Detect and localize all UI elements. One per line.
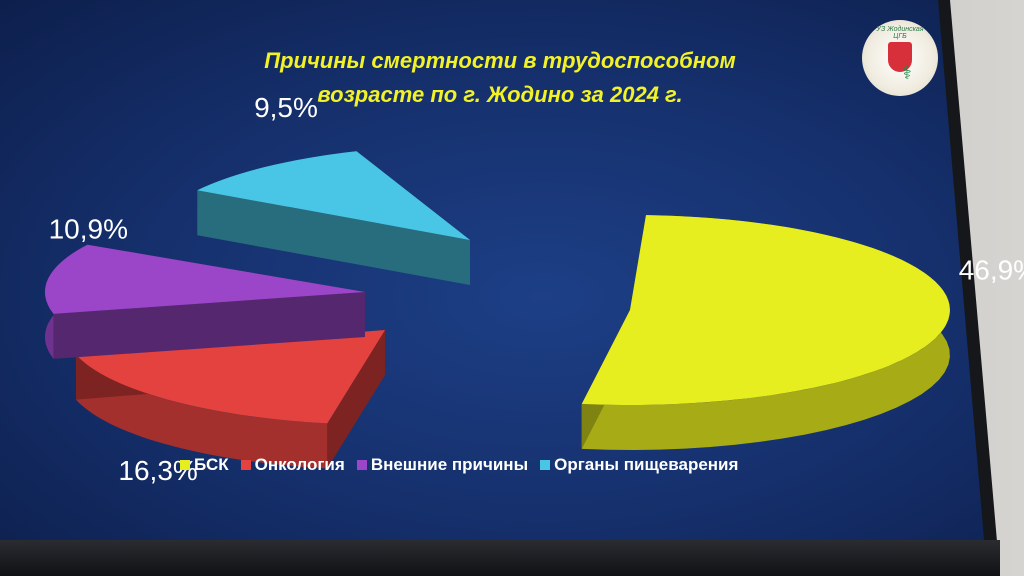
pie-slice [44,244,366,359]
pie-slice [197,151,470,285]
legend-swatch [356,460,367,470]
caduceus-icon: ⚕ [902,63,912,83]
slice-value-label: 9,5% [254,92,318,123]
slide-title: Причины смертности в трудоспособном возр… [200,44,800,112]
legend-label: Органы пищеварения [554,455,739,474]
monitor-bezel [0,540,1000,576]
shield-icon [888,42,912,72]
legend-item: Онкология [240,455,345,475]
legend-swatch [240,460,251,470]
slice-value-label: 10,9% [49,213,128,244]
slice-value-label: 46,9% [959,255,1024,286]
legend-swatch [180,460,190,470]
pie-slices [44,151,950,469]
slice-value-label: 16,3% [118,455,197,486]
legend-item: Внешние причины [356,455,529,475]
hospital-logo: УЗ Жодинская ЦГБ ⚕ [862,20,938,96]
legend-label: Онкология [254,455,345,474]
legend-item: Органы пищеварения [540,455,738,475]
legend-swatch [540,460,551,470]
chart-legend: БСК Онкология Внешние причины Органы пищ… [180,455,738,475]
pie-slice [581,215,950,450]
title-line-2: возрасте по г. Жодино за 2024 г. [317,82,683,107]
legend-label: БСК [194,455,229,474]
pie-slice [75,330,385,469]
pie-labels: 46,9% 16,3% 10,9% 9,5% [49,92,1024,486]
legend-item: БСК [180,455,229,475]
title-line-1: Причины смертности в трудоспособном [264,48,736,73]
legend-label: Внешние причины [370,455,529,474]
logo-lettering: УЗ Жодинская ЦГБ [876,26,924,40]
